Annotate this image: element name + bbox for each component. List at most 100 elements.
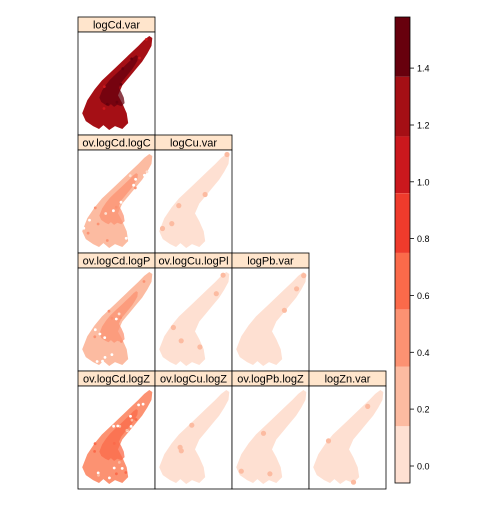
colorbar-tick-label: 0.8 <box>417 234 430 244</box>
region-speck <box>301 273 306 278</box>
region-speck <box>103 85 106 88</box>
region-speck <box>125 237 128 240</box>
region-speck <box>134 187 137 190</box>
region-speck <box>267 471 272 476</box>
region-speck <box>121 467 124 470</box>
panel-grid: logCd.var ov.logCd.logC logCu.var ov.logCd.… <box>78 17 386 489</box>
region-speck <box>99 333 102 336</box>
region-speck <box>129 415 132 418</box>
region-speck <box>116 425 119 428</box>
region-speck <box>103 107 106 110</box>
region-speck <box>203 192 208 197</box>
panel-4: ov.logCu.logPl <box>155 253 232 371</box>
region-speck <box>169 221 174 226</box>
region-speck <box>221 273 226 278</box>
colorbar-tick-label: 0.2 <box>417 405 430 415</box>
panel-title: ov.logCu.logZ <box>160 374 227 386</box>
region-speck <box>134 178 137 181</box>
region-speck <box>111 317 114 320</box>
panel-8: ov.logPb.logZ <box>232 371 309 489</box>
region-speck <box>143 280 146 283</box>
region-speck <box>171 325 176 330</box>
colorbar-swatch <box>395 310 410 367</box>
colorbar-tick-label: 1.0 <box>417 177 430 187</box>
region-speck <box>120 201 123 204</box>
region-speck <box>179 448 184 453</box>
region-speck <box>145 38 148 41</box>
region-speck <box>115 472 118 475</box>
panel-3: ov.logCd.logP <box>78 253 155 371</box>
region-speck <box>214 291 219 296</box>
region-speck <box>120 340 123 343</box>
region-speck <box>131 419 134 422</box>
panel-title: ov.logCd.logP <box>83 256 151 268</box>
region-speck <box>106 239 109 242</box>
panel-9: logZn.var <box>309 371 386 489</box>
panel-title: ov.logCd.logC <box>82 138 150 150</box>
colorbar: 0.0 0.2 0.4 0.6 0.8 1.0 1.2 1.4 <box>395 17 430 483</box>
region-speck <box>104 212 107 215</box>
region-speck <box>282 308 287 313</box>
region-speck <box>112 425 115 428</box>
region-speck <box>130 425 133 428</box>
region-speck <box>124 471 127 474</box>
region-speck <box>97 472 100 475</box>
panel-5: logPb.var <box>232 253 309 371</box>
region-speck <box>135 418 138 421</box>
region-speck <box>94 442 97 445</box>
colorbar-swatch <box>395 77 410 137</box>
colorbar-swatch <box>395 367 410 427</box>
region-speck <box>261 431 266 436</box>
region-speck <box>239 469 244 474</box>
region-speck <box>130 58 133 61</box>
region-speck <box>189 423 194 428</box>
colorbar-swatch <box>395 426 410 483</box>
panel-title: ov.logPb.logZ <box>237 374 304 386</box>
region-speck <box>197 344 202 349</box>
region-speck <box>96 360 99 363</box>
region-speck <box>138 57 141 60</box>
region-speck <box>160 226 165 231</box>
panel-1: ov.logCd.logC <box>78 135 155 253</box>
colorbar-swatch <box>395 17 410 77</box>
panel-title: logPb.var <box>247 256 294 268</box>
region-speck <box>120 83 123 86</box>
colorbar-swatch <box>395 193 410 253</box>
region-speck <box>143 174 146 177</box>
region-speck <box>93 335 96 338</box>
region-speck <box>224 152 229 157</box>
region-speck <box>103 336 106 339</box>
region-speck <box>94 207 97 210</box>
region-speck <box>118 461 121 464</box>
region-speck <box>326 438 331 443</box>
region-speck <box>113 442 116 445</box>
region-speck <box>94 328 97 331</box>
region-speck <box>146 170 149 173</box>
region-speck <box>106 103 109 106</box>
panel-title: ov.logCd.logZ <box>83 374 150 386</box>
colorbar-tick-label: 0.6 <box>417 291 430 301</box>
region-speck <box>351 480 356 485</box>
region-speck <box>129 174 132 177</box>
region-speck <box>87 232 90 235</box>
region-speck <box>179 338 184 343</box>
region-speck <box>111 353 114 356</box>
region-speck <box>176 203 181 208</box>
region-speck <box>101 360 104 363</box>
panel-title: logCd.var <box>93 20 140 32</box>
panel-title: logCu.var <box>170 138 217 150</box>
panel-title: ov.logCu.logPl <box>158 256 228 268</box>
panel-6: ov.logCd.logZ <box>78 371 155 489</box>
region-speck <box>108 310 111 313</box>
region-speck <box>365 404 370 409</box>
region-speck <box>112 209 115 212</box>
region-speck <box>88 219 91 222</box>
colorbar-swatch <box>395 253 410 310</box>
region-speck <box>121 67 124 70</box>
region-speck <box>119 316 122 319</box>
region-speck <box>118 313 121 316</box>
region-speck <box>126 429 129 432</box>
region-speck <box>108 477 111 480</box>
